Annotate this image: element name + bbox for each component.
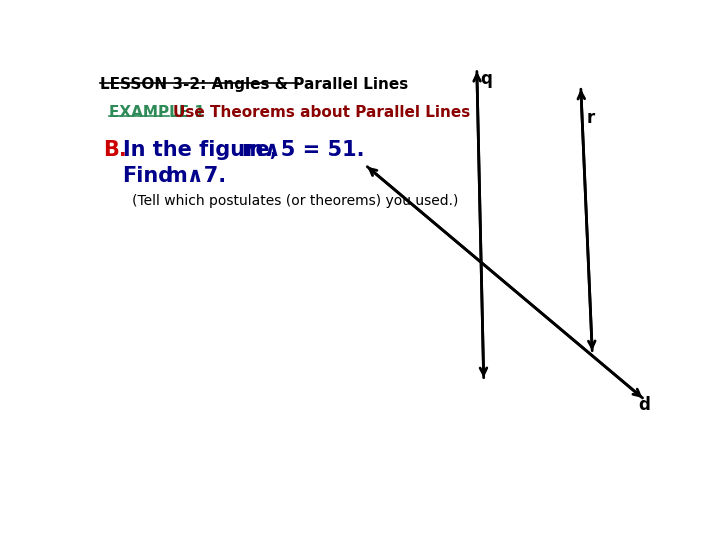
Text: r: r (587, 110, 595, 127)
Text: Use Theorems about Parallel Lines: Use Theorems about Parallel Lines (174, 105, 471, 120)
Text: d: d (639, 396, 650, 414)
Text: B.: B. (104, 140, 127, 160)
Text: In the figure,: In the figure, (122, 140, 277, 160)
Text: LESSON 3-2: Angles & Parallel Lines: LESSON 3-2: Angles & Parallel Lines (99, 77, 408, 92)
Text: EXAMPLE 1: EXAMPLE 1 (109, 105, 204, 120)
Text: q: q (481, 70, 492, 88)
Text: Find: Find (122, 166, 174, 186)
Text: (Tell which postulates (or theorems) you used.): (Tell which postulates (or theorems) you… (132, 194, 458, 208)
Text: m∧5 = 51.: m∧5 = 51. (242, 140, 364, 160)
Text: m∧7.: m∧7. (165, 166, 226, 186)
